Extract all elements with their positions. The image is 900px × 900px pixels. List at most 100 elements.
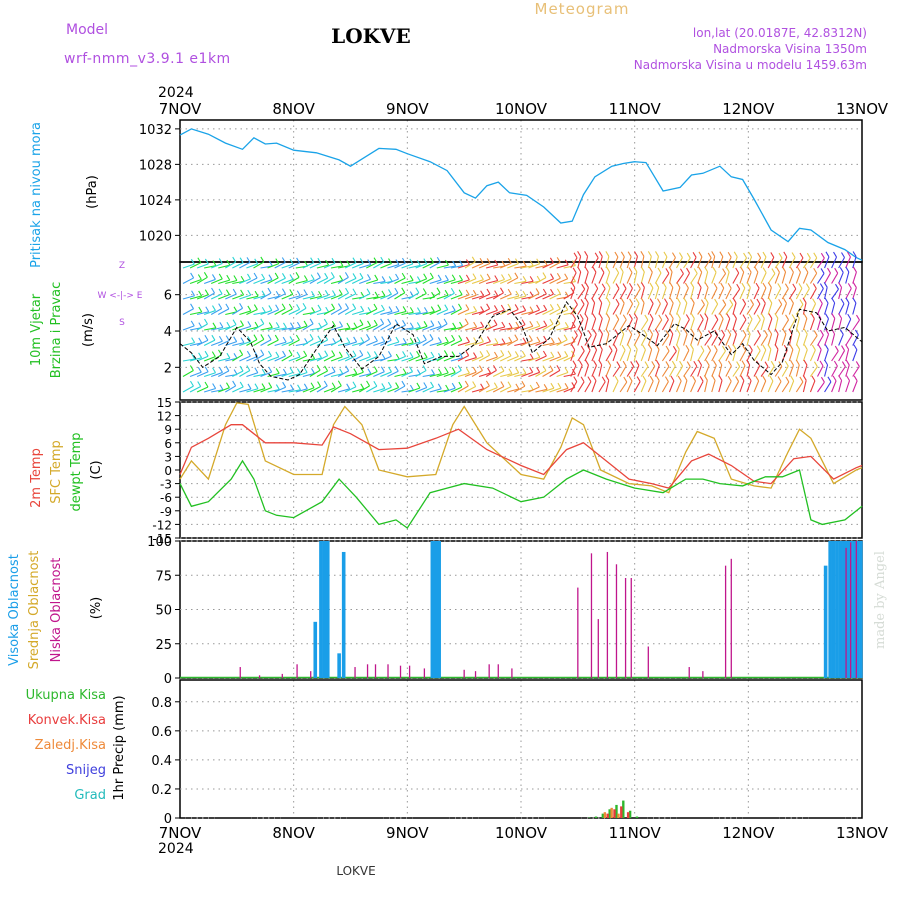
- wind-barb-flag: [767, 344, 772, 350]
- high-cloud-bar: [835, 541, 839, 678]
- wind-barb: [732, 381, 740, 393]
- wind-barb: [732, 366, 741, 377]
- wind-barb: [654, 256, 660, 269]
- wind-barb-flag: [633, 266, 638, 273]
- wind-barb: [246, 309, 258, 316]
- wind-barb-flag: [500, 349, 505, 356]
- wind-barb: [253, 278, 265, 285]
- wind-barb: [753, 380, 760, 393]
- wind-barb-flag: [465, 336, 470, 343]
- wind-barb-flag: [732, 313, 737, 319]
- wind-barb: [739, 287, 746, 300]
- wind-barb: [408, 326, 421, 331]
- wind-barb-flag: [374, 291, 379, 298]
- wind-barb: [225, 341, 237, 347]
- wind-barb: [330, 373, 343, 378]
- wind-barb-flag: [437, 320, 442, 327]
- wind-barb: [281, 340, 294, 347]
- wind-barb-flag: [521, 319, 526, 325]
- wind-barb: [464, 371, 477, 378]
- wind-barb-flag: [679, 360, 684, 367]
- wind-barb: [246, 263, 258, 269]
- wind-barb-flag: [614, 251, 619, 258]
- wind-barb: [528, 263, 540, 269]
- wind-barb: [295, 325, 308, 331]
- wind-barb: [584, 349, 591, 362]
- wind-barb: [845, 288, 852, 300]
- wind-barb-flag: [584, 313, 589, 319]
- wind-barb: [816, 318, 822, 331]
- wind-barb-flag: [339, 368, 344, 375]
- wind-barb: [521, 358, 534, 362]
- wind-barb-flag: [839, 267, 844, 273]
- temp-unit: (C): [89, 460, 104, 479]
- wind-barb: [591, 334, 597, 346]
- wind-barb-flag: [373, 380, 378, 387]
- wind-barb: [619, 381, 628, 393]
- wind-barb-flag: [444, 289, 449, 296]
- wind-barb-flag: [401, 272, 406, 279]
- wind-barb: [619, 288, 627, 300]
- temp-2m-label: 2m Temp: [29, 448, 44, 508]
- wind-barb-flag: [655, 359, 660, 366]
- wind-barb: [500, 262, 512, 269]
- wind-barb: [817, 273, 825, 284]
- wind-barb: [640, 334, 648, 346]
- wind-barb-flag: [846, 251, 851, 258]
- y-tick-label: 0.4: [151, 754, 172, 769]
- wind-barb: [711, 380, 716, 393]
- wind-barb-flag: [813, 252, 818, 259]
- wind-barb-flag: [644, 361, 649, 367]
- wind-barb: [464, 326, 477, 331]
- wind-barb: [774, 333, 779, 346]
- wind-barb: [436, 279, 449, 285]
- wind-barb: [366, 308, 378, 315]
- wind-barb-flag: [649, 282, 654, 289]
- wind-barb: [746, 380, 752, 393]
- wind-barb: [203, 372, 216, 378]
- wind-barb-flag: [665, 345, 670, 352]
- precip-bar: [615, 804, 618, 818]
- wind-barb: [612, 256, 619, 269]
- wind-barb-flag: [367, 320, 372, 327]
- wind-barb: [309, 340, 322, 347]
- wind-barb-flag: [239, 381, 244, 388]
- wind-barb-flag: [675, 344, 680, 350]
- wind-barb-flag: [416, 336, 421, 343]
- wind-barb: [612, 319, 620, 331]
- wind-barb: [415, 370, 427, 377]
- wind-barb-flag: [254, 290, 259, 297]
- wind-barb: [218, 264, 231, 269]
- wind-barb: [732, 333, 737, 346]
- wind-barb-flag: [487, 322, 492, 328]
- wind-barb-flag: [664, 314, 669, 320]
- wind-barb: [492, 386, 505, 393]
- wind-barb-flag: [323, 318, 328, 325]
- wind-barb: [351, 324, 364, 331]
- wind-barb: [182, 277, 194, 284]
- wind-barb-flag: [736, 283, 741, 290]
- wind-barb: [774, 349, 779, 362]
- wind-barb-flag: [247, 336, 252, 342]
- wind-barb-flag: [685, 314, 690, 320]
- wind-barb-flag: [840, 298, 845, 305]
- wind-barb-flag: [373, 335, 378, 342]
- wind-barb-flag: [254, 383, 259, 390]
- wind-barb-flag: [824, 359, 829, 366]
- wind-barb-flag: [198, 306, 203, 313]
- wind-barb: [535, 293, 547, 300]
- wind-barb: [852, 334, 859, 346]
- wind-barb: [542, 293, 554, 300]
- wind-barb-flag: [832, 375, 837, 382]
- wind-barb: [746, 318, 753, 331]
- wind-barb: [260, 309, 273, 316]
- y-tick-label: -12: [152, 518, 172, 532]
- wind-barb: [500, 386, 512, 393]
- wind-barb-flag: [627, 251, 632, 257]
- wind-barb-flag: [380, 366, 385, 372]
- time-tick-label: 11NOV: [609, 824, 662, 842]
- wind-barb-flag: [727, 282, 732, 289]
- wind-barb: [330, 385, 342, 393]
- wind-barb: [633, 349, 638, 362]
- wind-barb-flag: [282, 336, 287, 343]
